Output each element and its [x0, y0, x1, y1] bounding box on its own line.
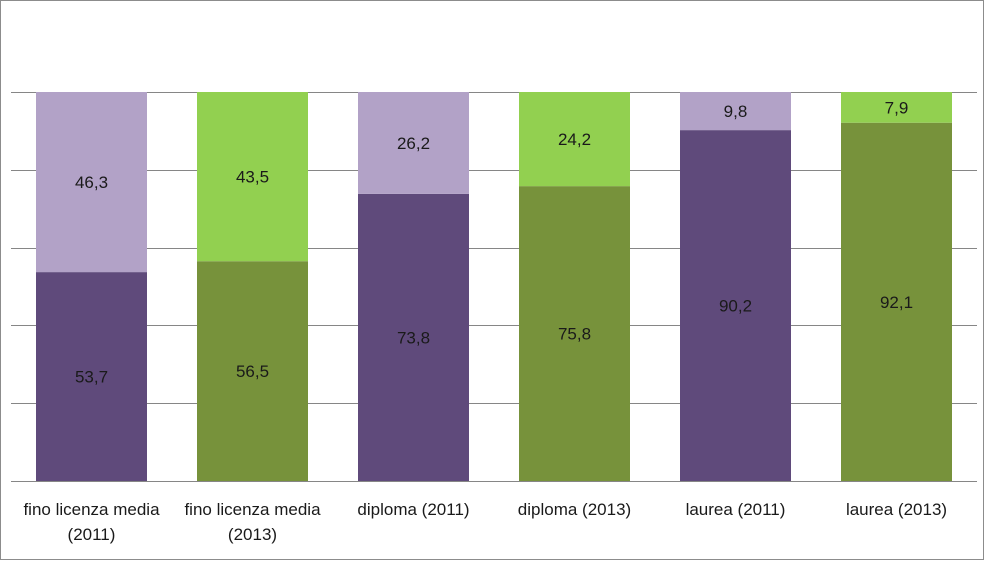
bar-segment-5-1 [841, 92, 952, 123]
data-label-4-1: 9,8 [724, 102, 748, 121]
bar-segment-1-1 [197, 92, 308, 262]
data-label-3-0: 75,8 [558, 325, 591, 344]
data-label-4-0: 90,2 [719, 297, 752, 316]
bar-segment-5-0 [841, 122, 952, 481]
data-label-1-0: 56,5 [236, 362, 269, 381]
category-label-3-0: diploma (2013) [518, 500, 631, 519]
category-label-0-1: (2011) [68, 525, 116, 544]
data-label-3-1: 24,2 [558, 130, 591, 149]
bar-segment-3-0 [519, 186, 630, 481]
bar-segment-1-0 [197, 261, 308, 481]
data-label-0-1: 46,3 [75, 173, 108, 192]
data-label-5-0: 92,1 [880, 293, 913, 312]
data-label-5-1: 7,9 [885, 98, 909, 117]
category-label-4-0: laurea (2011) [686, 500, 786, 519]
bar-segment-3-1 [519, 92, 630, 187]
bar-segment-2-0 [358, 193, 469, 481]
bar-segment-2-1 [358, 92, 469, 194]
category-label-5-0: laurea (2013) [846, 500, 947, 519]
bar-segment-4-0 [680, 130, 791, 481]
data-label-2-0: 73,8 [397, 328, 430, 347]
bar-segment-0-1 [36, 92, 147, 273]
data-label-0-0: 53,7 [75, 368, 108, 387]
data-label-1-1: 43,5 [236, 168, 269, 187]
bar-segment-4-1 [680, 92, 791, 131]
bar-segment-0-0 [36, 272, 147, 481]
data-label-2-1: 26,2 [397, 134, 430, 153]
category-label-1-0: fino licenza media [184, 500, 321, 519]
category-label-0-0: fino licenza media [23, 500, 160, 519]
category-label-1-1: (2013) [228, 525, 277, 544]
category-label-2-0: diploma (2011) [357, 500, 469, 519]
